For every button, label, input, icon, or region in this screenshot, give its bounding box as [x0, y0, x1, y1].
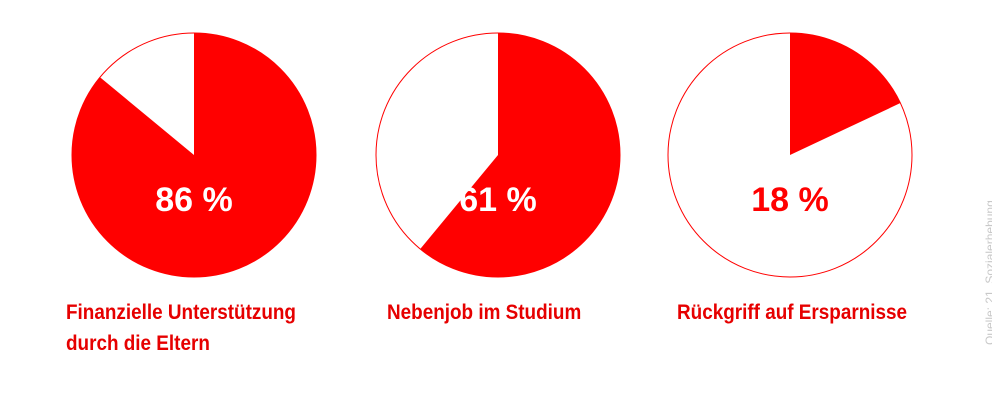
caption-ersparnisse: Rückgriff auf Ersparnisse: [677, 297, 907, 328]
pie-value-label: 86 %: [155, 181, 233, 219]
pie-slice: [420, 33, 620, 277]
pie-value-label: 61 %: [459, 181, 537, 219]
caption-line: durch die Eltern: [66, 332, 210, 355]
caption-line: Nebenjob im Studium: [387, 301, 582, 324]
caption-line: Rückgriff auf Ersparnisse: [677, 301, 908, 324]
pie-slice: [790, 33, 901, 155]
pie-slice: [71, 33, 316, 277]
pie-value-label: 18 %: [751, 181, 829, 219]
caption-eltern: Finanzielle Unterstützung durch die Elte…: [66, 297, 296, 359]
source-note: Quelle: 21. Sozialerhebung: [983, 200, 992, 345]
caption-line: Finanzielle Unterstützung: [66, 301, 296, 324]
caption-nebenjob: Nebenjob im Studium: [387, 297, 581, 328]
